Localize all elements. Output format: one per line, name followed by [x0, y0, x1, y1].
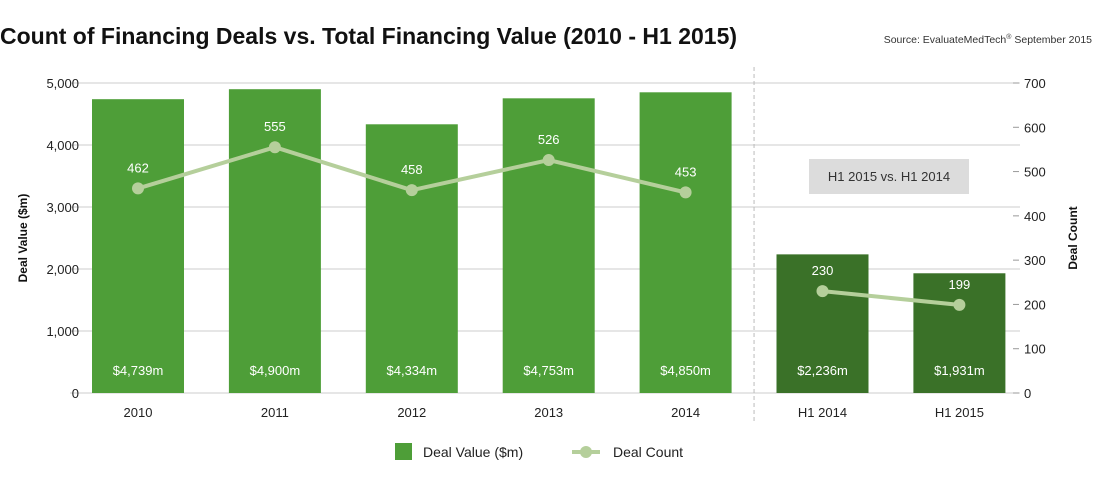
- deal-count-label: 526: [538, 132, 560, 147]
- legend-marker-deal-count: [580, 446, 592, 458]
- bar-value-label: $4,739m: [113, 363, 164, 378]
- x-axis-ticks: 2010 2011 2012 2013 2014 H1 2014 H1 2015: [124, 405, 984, 420]
- deal-count-segment: [822, 289, 960, 307]
- x-tick-label: 2011: [261, 405, 289, 420]
- right-tick-label: 700: [1024, 76, 1046, 91]
- left-tick-label: 3,000: [46, 200, 79, 215]
- right-axis-title: Deal Count: [1066, 206, 1080, 269]
- deal-count-point: [816, 285, 829, 298]
- deal-count-line: 462 555 458 526 453 230 199: [127, 119, 970, 311]
- bar-value-label: $4,900m: [250, 363, 301, 378]
- x-tick-label: 2012: [397, 405, 426, 420]
- deal-count-point: [679, 186, 692, 199]
- x-tick-label: H1 2015: [935, 405, 984, 420]
- left-axis-title: Deal Value ($m): [16, 194, 30, 283]
- bar: [365, 124, 458, 394]
- right-tick-label: 0: [1024, 386, 1031, 401]
- right-tick-label: 100: [1024, 342, 1046, 357]
- left-tick-label: 4,000: [46, 138, 79, 153]
- x-tick-label: 2013: [534, 405, 563, 420]
- annotation-text: H1 2015 vs. H1 2014: [828, 169, 950, 184]
- bar-value-label: $4,753m: [523, 363, 574, 378]
- bar-value-label: $4,334m: [387, 363, 438, 378]
- deal-count-label: 199: [949, 277, 971, 292]
- left-tick-label: 0: [72, 386, 79, 401]
- right-tick-label: 500: [1024, 165, 1046, 180]
- source-note: Source: EvaluateMedTech® September 2015: [884, 33, 1092, 46]
- legend-deal-value: Deal Value ($m): [423, 444, 523, 460]
- deal-count-label: 458: [401, 162, 423, 177]
- bar: [228, 89, 321, 393]
- annotation-box: [809, 159, 969, 194]
- left-tick-label: 1,000: [46, 324, 79, 339]
- bar: [913, 273, 1006, 393]
- legend-deal-count: Deal Count: [613, 444, 683, 460]
- x-tick-label: 2014: [671, 405, 700, 420]
- bar: [92, 99, 184, 393]
- left-axis-ticks: 0 1,000 2,000 3,000 4,000 5,000: [46, 76, 79, 401]
- bar-value-label: $4,850m: [660, 363, 711, 378]
- right-tick-label: 600: [1024, 120, 1046, 135]
- x-tick-label: 2010: [124, 405, 153, 420]
- right-tick-label: 400: [1024, 209, 1046, 224]
- deal-count-label: 555: [264, 119, 286, 134]
- bar: [776, 254, 869, 393]
- deal-count-label: 462: [127, 160, 149, 175]
- comparison-annotation: H1 2015 vs. H1 2014: [809, 159, 969, 194]
- left-tick-label: 2,000: [46, 262, 79, 277]
- chart-title: Count of Financing Deals vs. Total Finan…: [0, 23, 737, 49]
- deal-count-point: [132, 182, 144, 195]
- deal-count-point: [953, 298, 966, 311]
- right-axis-ticks: 0 100 200 300 400 500 600 700: [1013, 76, 1046, 401]
- source-superscript: ®: [1006, 33, 1012, 41]
- deal-value-bars: $4,739m $4,900m $4,334m $4,753m $4,850m $2,23…: [92, 89, 1006, 394]
- deal-count-point: [542, 154, 555, 167]
- bar: [502, 98, 595, 394]
- x-tick-label: H1 2014: [798, 405, 847, 420]
- bar-value-label: $2,236m: [797, 363, 848, 378]
- legend: Deal Value ($m) Deal Count: [395, 443, 683, 460]
- left-tick-label: 5,000: [46, 76, 79, 91]
- deal-count-label: 230: [812, 263, 834, 278]
- bar-value-label: $1,931m: [934, 363, 985, 378]
- deal-count-point: [405, 184, 418, 197]
- right-tick-label: 300: [1024, 253, 1046, 268]
- source-date: September 2015: [1014, 34, 1092, 46]
- deal-count-point: [268, 141, 281, 154]
- right-tick-label: 200: [1024, 297, 1046, 312]
- deal-count-label: 453: [675, 164, 697, 179]
- legend-swatch-deal-value: [395, 443, 412, 460]
- source-label: Source: EvaluateMedTech: [884, 34, 1007, 46]
- bar: [639, 92, 732, 394]
